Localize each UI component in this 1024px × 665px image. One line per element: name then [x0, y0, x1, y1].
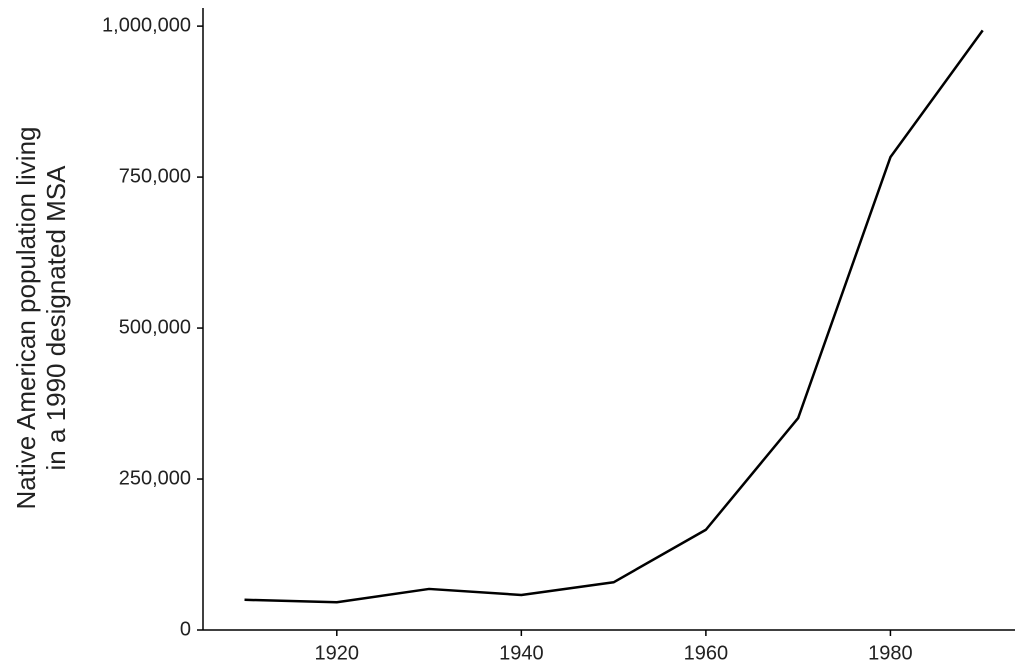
- y-tick-label: 0: [180, 618, 191, 640]
- x-tick-label: 1940: [499, 642, 544, 664]
- y-tick-label: 750,000: [119, 165, 191, 187]
- y-tick-label: 250,000: [119, 467, 191, 489]
- x-tick-label: 1920: [315, 642, 360, 664]
- x-tick-label: 1960: [684, 642, 729, 664]
- y-axis-title-line: Native American population living: [11, 127, 41, 510]
- y-tick-label: 500,000: [119, 316, 191, 338]
- y-axis-title: Native American population living in a 1…: [11, 127, 71, 510]
- y-axis-title-line: in a 1990 designated MSA: [41, 165, 71, 471]
- x-tick-label: 1980: [868, 642, 913, 664]
- data-line: [244, 29, 984, 604]
- y-tick-label: 1,000,000: [102, 14, 191, 36]
